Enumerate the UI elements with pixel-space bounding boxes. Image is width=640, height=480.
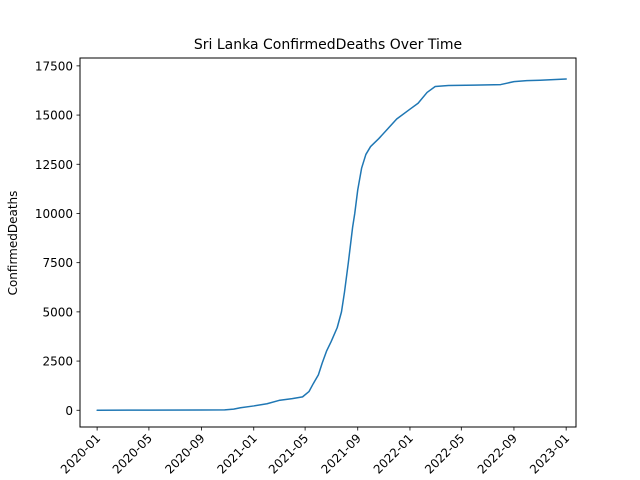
x-tick-label: 2022-05: [422, 431, 467, 476]
y-tick-label: 5000: [42, 305, 73, 319]
y-tick-label: 7500: [42, 256, 73, 270]
y-tick-label: 15000: [35, 109, 73, 123]
x-tick-label: 2022-01: [371, 431, 416, 476]
chart-title: Sri Lanka ConfirmedDeaths Over Time: [194, 37, 462, 53]
x-tick-label: 2021-01: [215, 431, 260, 476]
x-tick-label: 2023-01: [527, 431, 572, 476]
x-tick-label: 2020-09: [162, 431, 207, 476]
x-tick-label: 2020-01: [58, 431, 103, 476]
x-tick-label: 2021-09: [319, 431, 364, 476]
x-tick-label: 2020-05: [110, 431, 155, 476]
series-line: [96, 78, 567, 412]
y-axis: 0 2500 5000 7500 10000 12500 15000 17500: [35, 59, 80, 418]
y-tick-label: 2500: [42, 355, 73, 369]
y-axis-label: ConfirmedDeaths: [6, 191, 20, 296]
y-tick-label: 0: [65, 404, 73, 418]
x-tick-label: 2021-05: [266, 431, 311, 476]
y-tick-label: 12500: [35, 158, 73, 172]
plot-area-frame: [79, 57, 577, 428]
x-tick-label: 2022-09: [475, 431, 520, 476]
y-tick-label: 17500: [35, 59, 73, 73]
series-layer: [96, 78, 567, 412]
y-tick-label: 10000: [35, 207, 73, 221]
x-axis: 2020-01 2020-05 2020-09 2021-01 2021-05 2021-…: [58, 427, 572, 477]
